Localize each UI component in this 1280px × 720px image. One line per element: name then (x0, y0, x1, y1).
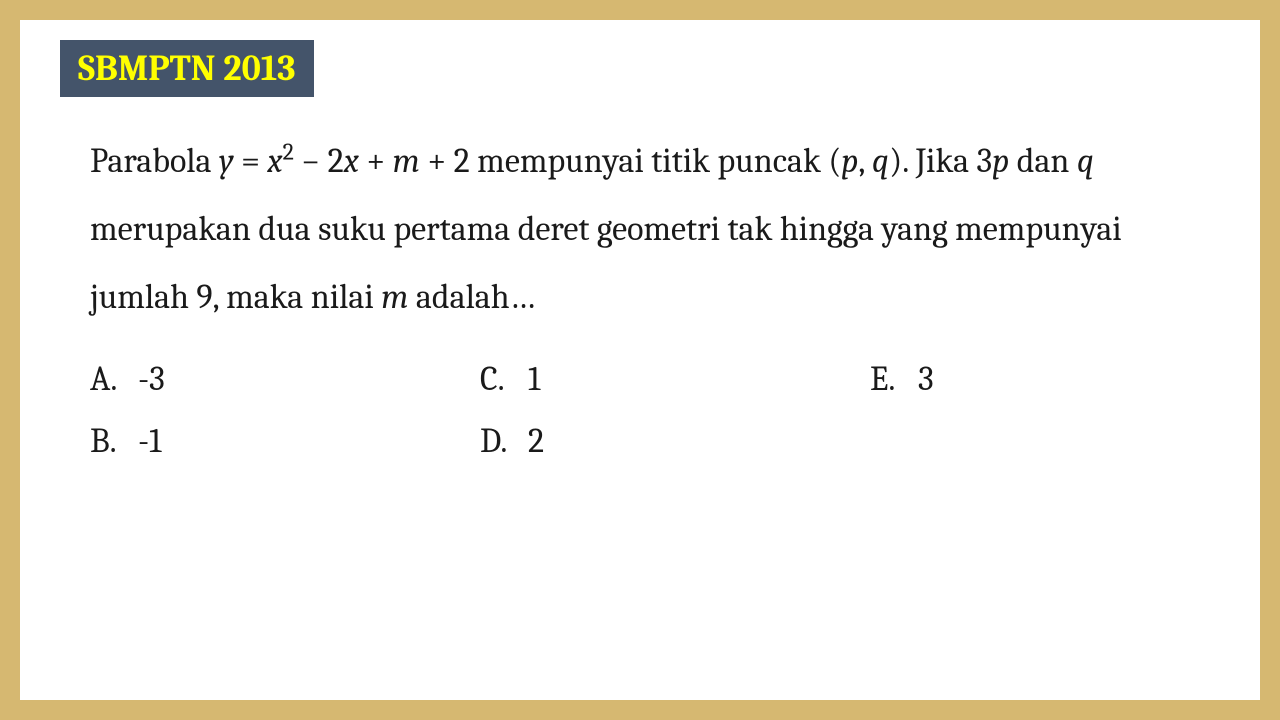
q-exp: 2 (283, 139, 294, 166)
q-var-x2: x (344, 141, 359, 181)
inner-frame: SBMPTN 2013 Parabola y = x2 − 2x + m + 2… (20, 20, 1260, 700)
option-letter: D. (480, 421, 528, 461)
option-value: -3 (138, 359, 165, 399)
badge-text: SBMPTN 2013 (78, 48, 296, 89)
option-value: 3 (918, 359, 934, 399)
q-var-p1: p (841, 141, 858, 181)
q-pre: Parabola (90, 141, 219, 181)
outer-frame: SBMPTN 2013 Parabola y = x2 − 2x + m + 2… (0, 0, 1280, 720)
q-var-y: y (219, 141, 234, 181)
option-letter: A. (90, 359, 138, 399)
q-var-q1: q (872, 141, 889, 181)
question-text: Parabola y = x2 − 2x + m + 2 mempunyai t… (90, 127, 1190, 331)
exam-badge: SBMPTN 2013 (60, 40, 314, 97)
option-d: D. 2 (480, 421, 830, 461)
q-var-x1: x (267, 141, 282, 181)
q-var-p2: p (992, 141, 1009, 181)
option-value: 2 (528, 421, 544, 461)
q-var-m2: m (381, 277, 408, 317)
option-a: A. -3 (90, 359, 440, 399)
options-grid: A. -3 C. 1 E. 3 B. -1 D. 2 (90, 359, 1220, 461)
option-value: -1 (138, 421, 162, 461)
option-letter: C. (480, 359, 528, 399)
option-c: C. 1 (480, 359, 830, 399)
option-letter: E. (870, 359, 918, 399)
option-letter: B. (90, 421, 138, 461)
q-var-m1: m (393, 141, 420, 181)
option-b: B. -1 (90, 421, 440, 461)
option-e: E. 3 (870, 359, 1220, 399)
q-var-q2: q (1077, 141, 1094, 181)
option-value: 1 (528, 359, 540, 399)
